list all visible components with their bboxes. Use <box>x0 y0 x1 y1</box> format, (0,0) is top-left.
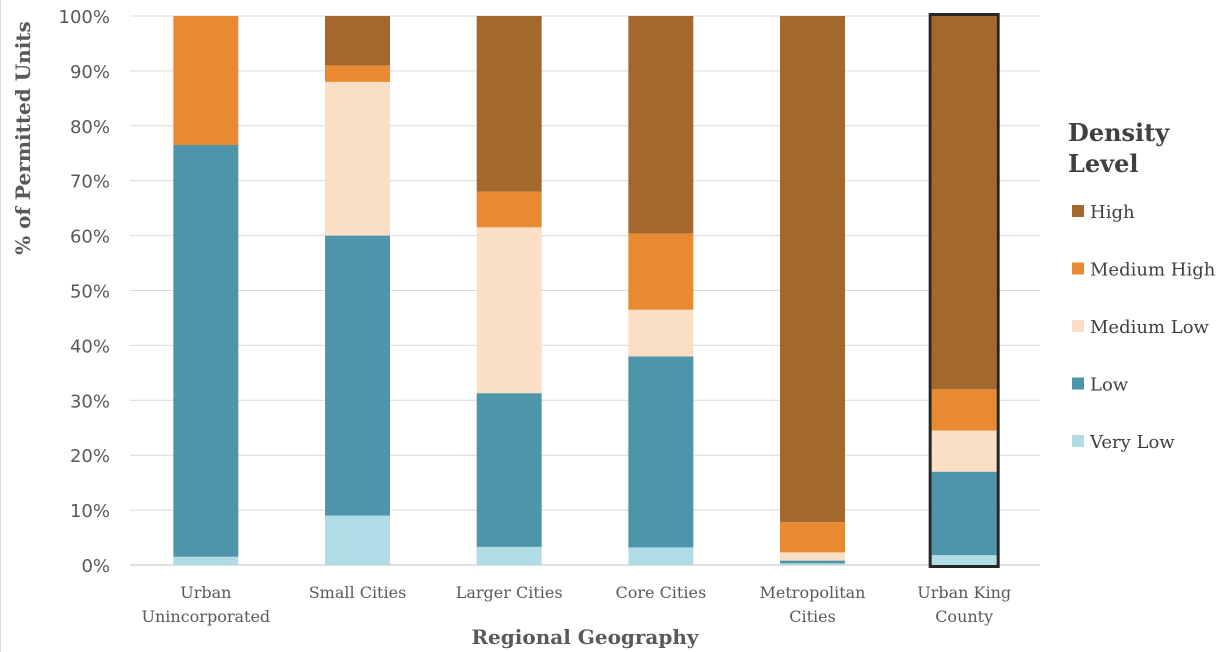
bar-segment-low <box>628 356 694 548</box>
bar-segment-medium-high <box>476 191 542 228</box>
legend: Density Level High Medium High Medium Low Low… <box>1068 118 1216 453</box>
bar-segment-low <box>325 235 390 516</box>
gridlines <box>130 15 1040 566</box>
bar-segment-medium-low <box>325 81 390 236</box>
y-tick-label: 40% <box>70 336 110 357</box>
bar-segment-medium-high <box>780 522 845 553</box>
legend-label: Medium Low <box>1090 317 1210 338</box>
bar-segment-medium-low <box>931 430 997 472</box>
y-tick-label: 100% <box>59 7 110 28</box>
legend-title: Density Level <box>1068 118 1170 178</box>
bar-segment-very-low <box>173 556 239 565</box>
bar-segment-high <box>476 16 542 192</box>
highlight-outline <box>928 13 1000 568</box>
legend-swatch <box>1072 435 1084 447</box>
bar-segment-very-low <box>931 555 997 565</box>
x-category-label: Core Cities <box>615 583 706 602</box>
frame-border <box>0 0 1 652</box>
x-category-label: Small Cities <box>309 583 407 602</box>
legend-label: Low <box>1090 375 1129 396</box>
bar-segment-low <box>931 471 997 556</box>
bar-segment-very-low <box>325 515 390 565</box>
y-tick-label: 20% <box>70 446 110 467</box>
bar-segment-very-low <box>780 563 845 565</box>
y-axis-ticks: 0% 10% 20% 30% 40% 50% 60% 70% 80% 90% 100% <box>59 7 110 577</box>
legend-swatch <box>1072 262 1084 275</box>
y-axis-title: % of Permitted Units <box>11 21 35 255</box>
y-tick-label: 90% <box>70 62 110 83</box>
legend-swatch <box>1072 320 1084 332</box>
y-tick-label: 60% <box>70 227 110 248</box>
bar-segment-medium-high <box>931 389 997 431</box>
bar-segment-high <box>325 16 390 66</box>
legend-label: Very Low <box>1089 432 1175 453</box>
bar-segment-low <box>476 393 542 547</box>
bar-segment-medium-high <box>325 65 390 82</box>
bar-segment-medium-high <box>628 233 694 310</box>
y-tick-label: 50% <box>70 282 110 303</box>
x-axis-title: Regional Geography <box>471 625 699 649</box>
x-category-label: Urban King County <box>917 583 1011 626</box>
bar-segment-very-low <box>628 547 694 565</box>
bar-segment-high <box>780 16 845 523</box>
bar-segment-low <box>173 145 239 557</box>
y-tick-label: 30% <box>70 391 110 412</box>
x-category-label: Larger Cities <box>456 583 563 602</box>
bar-segment-high <box>628 16 694 234</box>
legend-label: Medium High <box>1090 260 1216 281</box>
legend-swatch <box>1072 377 1084 390</box>
x-category-label: Metropolitan Cities <box>760 583 866 626</box>
bars <box>173 13 1000 568</box>
bar-segment-medium-low <box>780 552 845 561</box>
bar-segment-high <box>931 16 997 390</box>
bar-segment-very-low <box>476 546 542 565</box>
bar-segment-medium-high <box>173 16 239 146</box>
y-tick-label: 0% <box>81 556 110 577</box>
x-axis-categories: Urban Unincorporated Small Cities Larger Ci… <box>142 583 1012 626</box>
x-category-label: Urban Unincorporated <box>142 583 271 626</box>
bar-segment-medium-low <box>628 309 694 357</box>
legend-swatch <box>1072 205 1084 217</box>
y-tick-label: 10% <box>70 501 110 522</box>
bar-segment-medium-low <box>476 227 542 394</box>
y-tick-label: 70% <box>70 172 110 193</box>
legend-label: High <box>1090 202 1135 223</box>
bar-segment-low <box>780 560 845 564</box>
y-tick-label: 80% <box>70 117 110 138</box>
